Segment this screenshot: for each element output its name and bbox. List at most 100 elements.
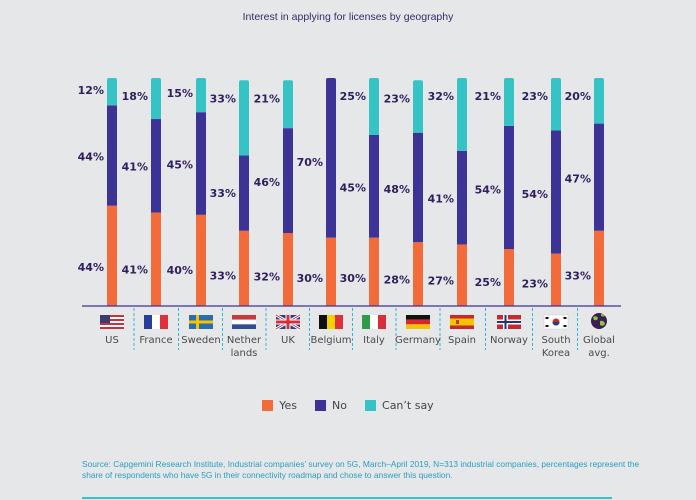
value-label-norway-no: 54%	[475, 184, 501, 197]
bar-us-can-t-say	[107, 80, 117, 106]
value-label-spain-no: 41%	[428, 192, 454, 205]
bar-germany-yes	[413, 242, 423, 306]
bar-cap-sweden	[196, 78, 206, 82]
category-label-belgium: Belgium	[311, 335, 352, 346]
globe-icon	[591, 313, 607, 329]
bar-france-no	[151, 119, 161, 213]
category-label-south-korea: South	[541, 335, 570, 346]
bar-belgium-no	[326, 80, 336, 238]
legend-item-cant-say: Can’t say	[365, 399, 434, 412]
value-label-norway-yes: 25%	[475, 276, 501, 289]
value-label-belgium-no: 70%	[297, 156, 323, 169]
bar-norway-yes	[504, 249, 514, 306]
flag-norway-icon	[497, 315, 521, 329]
bar-cap-belgium	[326, 78, 336, 82]
category-label-spain: Spain	[448, 335, 476, 346]
bar-cap-germany	[413, 80, 423, 85]
bar-cap-norway	[504, 78, 514, 82]
legend-label-yes: Yes	[279, 399, 298, 412]
value-label-global-avg-can-t-say: 20%	[565, 90, 591, 103]
bar-cap-spain	[457, 78, 467, 82]
value-label-uk-can-t-say: 21%	[254, 92, 280, 105]
legend: Yes No Can’t say	[0, 399, 696, 412]
bar-belgium-yes	[326, 237, 336, 306]
bar-cap-global-avg	[594, 78, 604, 82]
flag-italy-icon	[362, 315, 386, 329]
bar-italy-can-t-say	[369, 80, 379, 135]
flag-belgium-icon	[319, 315, 343, 329]
bar-nether-lands-can-t-say	[239, 82, 249, 156]
value-label-france-no: 41%	[122, 160, 148, 173]
flag-netherlands-icon	[232, 315, 256, 329]
flag-uk-icon	[275, 313, 301, 331]
value-label-sweden-can-t-say: 15%	[167, 87, 193, 100]
bar-global-avg-can-t-say	[594, 80, 604, 124]
legend-swatch-no	[315, 400, 327, 411]
category-label-france: France	[139, 335, 172, 346]
value-label-germany-can-t-say: 23%	[384, 92, 410, 105]
bar-south-korea-yes	[551, 253, 561, 306]
bar-sweden-can-t-say	[196, 80, 206, 113]
value-label-belgium-yes: 30%	[297, 272, 323, 285]
bar-global-avg-yes	[594, 230, 604, 306]
bar-norway-no	[504, 125, 514, 249]
value-label-south-korea-yes: 23%	[522, 278, 548, 291]
bar-cap-south-korea	[551, 78, 561, 82]
value-label-sweden-yes: 40%	[167, 264, 193, 277]
legend-swatch-cant-say	[365, 400, 377, 411]
value-label-us-yes: 44%	[78, 261, 104, 274]
value-label-italy-yes: 30%	[340, 272, 366, 285]
value-label-nether-lands-yes: 33%	[210, 270, 236, 283]
legend-label-no: No	[332, 399, 348, 412]
value-label-spain-can-t-say: 32%	[428, 90, 454, 103]
legend-label-cant-say: Can’t say	[382, 399, 434, 412]
bar-nether-lands-yes	[239, 230, 249, 306]
value-label-global-avg-yes: 33%	[565, 270, 591, 283]
bar-uk-yes	[283, 233, 293, 306]
value-label-spain-yes: 27%	[428, 274, 454, 287]
value-label-us-no: 44%	[78, 151, 104, 164]
value-label-south-korea-can-t-say: 23%	[522, 90, 548, 103]
bar-france-can-t-say	[151, 80, 161, 120]
flag-spain-icon	[450, 315, 474, 329]
flag-france-icon	[144, 315, 168, 329]
category-label-uk: UK	[281, 335, 295, 346]
value-label-nether-lands-can-t-say: 33%	[210, 92, 236, 105]
bar-cap-uk	[283, 80, 293, 85]
flag-sweden-icon	[189, 315, 213, 329]
category-label-us: US	[105, 335, 119, 346]
bar-italy-no	[369, 135, 379, 238]
category-label-global-avg: Global	[583, 335, 615, 346]
value-label-italy-no: 45%	[340, 181, 366, 194]
bar-germany-no	[413, 132, 423, 243]
flag-us-icon	[100, 315, 124, 329]
value-label-south-korea-no: 54%	[522, 188, 548, 201]
value-label-france-can-t-say: 18%	[122, 90, 148, 103]
bar-global-avg-no	[594, 123, 604, 231]
category-dividers	[133, 308, 578, 350]
value-label-nether-lands-no: 33%	[210, 187, 236, 200]
bars-layer	[107, 78, 604, 306]
bar-south-korea-can-t-say	[551, 80, 561, 131]
value-label-norway-can-t-say: 21%	[475, 90, 501, 103]
bar-norway-can-t-say	[504, 80, 514, 126]
value-labels-layer: 44% 44% 12% 41% 41% 18% 40% 45% 15% 33% 33% 33% 32% 4…	[78, 84, 591, 291]
bar-cap-italy	[369, 78, 379, 82]
bar-spain-yes	[457, 244, 467, 306]
bar-sweden-yes	[196, 214, 206, 306]
category-label-norway: Norway	[490, 335, 528, 346]
bar-spain-no	[457, 150, 467, 245]
bar-uk-no	[283, 128, 293, 234]
bar-france-yes	[151, 212, 161, 306]
value-label-germany-no: 48%	[384, 183, 410, 196]
bar-cap-us	[107, 78, 117, 82]
flag-south-korea-icon	[543, 314, 569, 330]
legend-swatch-yes	[262, 400, 274, 411]
bar-us-no	[107, 105, 117, 206]
value-label-global-avg-no: 47%	[565, 173, 591, 186]
bar-uk-can-t-say	[283, 82, 293, 129]
value-label-uk-yes: 32%	[254, 270, 280, 283]
category-labels-layer: US France Sweden Nether lands UK Belgium Italy G…	[105, 335, 615, 359]
legend-item-no: No	[315, 399, 347, 412]
